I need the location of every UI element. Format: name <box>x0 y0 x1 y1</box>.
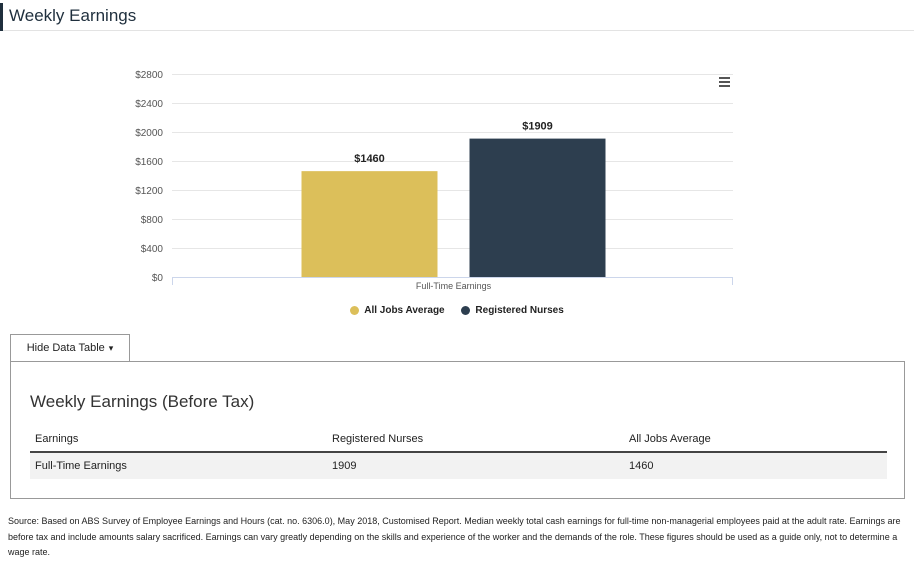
chart-legend: All Jobs Average Registered Nurses <box>0 305 914 318</box>
page-header: Weekly Earnings <box>0 0 914 31</box>
y-tick-label: $2400 <box>135 99 163 110</box>
data-table-panel: Weekly Earnings (Before Tax) Earnings Re… <box>10 361 905 499</box>
y-tick-label: $0 <box>152 273 164 284</box>
data-label: $1909 <box>522 121 553 133</box>
table-header-row: Earnings Registered Nurses All Jobs Aver… <box>30 427 887 453</box>
table-cell: 1909 <box>332 460 357 472</box>
table-cell: Full-Time Earnings <box>35 460 127 472</box>
table-row: Full-Time Earnings 1909 1460 <box>30 453 887 479</box>
bar-all-jobs-average <box>301 171 438 277</box>
x-tick-label: Full-Time Earnings <box>416 281 492 291</box>
y-tick-label: $2000 <box>135 128 163 139</box>
legend-dot-icon <box>350 306 360 315</box>
bar-registered-nurses <box>469 138 606 277</box>
legend-item-registered-nurses[interactable]: Registered Nurses <box>461 305 564 316</box>
y-tick-label: $1200 <box>135 186 163 197</box>
caret-down-icon: ▾ <box>108 342 114 353</box>
hamburger-icon[interactable] <box>719 77 731 87</box>
table-cell: 1460 <box>629 460 654 472</box>
legend-dot-icon <box>461 306 471 315</box>
table-header-cell: Registered Nurses <box>332 433 424 445</box>
bar-chart: $0 $400 $800 $1200 $1600 $2000 $2400 $2800 $1460… <box>135 70 733 291</box>
header-accent-bar <box>0 3 3 31</box>
source-note: Source: Based on ABS Survey of Employee … <box>8 516 901 557</box>
hide-data-table-button[interactable]: Hide Data Table ▾ <box>10 334 130 361</box>
data-label: $1460 <box>354 153 385 165</box>
legend-label: Registered Nurses <box>475 305 564 316</box>
y-tick-label: $1600 <box>135 157 163 168</box>
toggle-label: Hide Data Table <box>26 342 105 354</box>
y-tick-label: $800 <box>141 215 164 226</box>
table-header-cell: Earnings <box>35 433 79 445</box>
y-tick-label: $400 <box>141 244 164 255</box>
table-header-cell: All Jobs Average <box>629 433 711 445</box>
legend-label: All Jobs Average <box>364 305 445 316</box>
table-title: Weekly Earnings (Before Tax) <box>30 392 255 411</box>
y-tick-label: $2800 <box>135 70 163 81</box>
page-title: Weekly Earnings <box>9 6 137 25</box>
legend-item-all-jobs[interactable]: All Jobs Average <box>350 305 445 316</box>
